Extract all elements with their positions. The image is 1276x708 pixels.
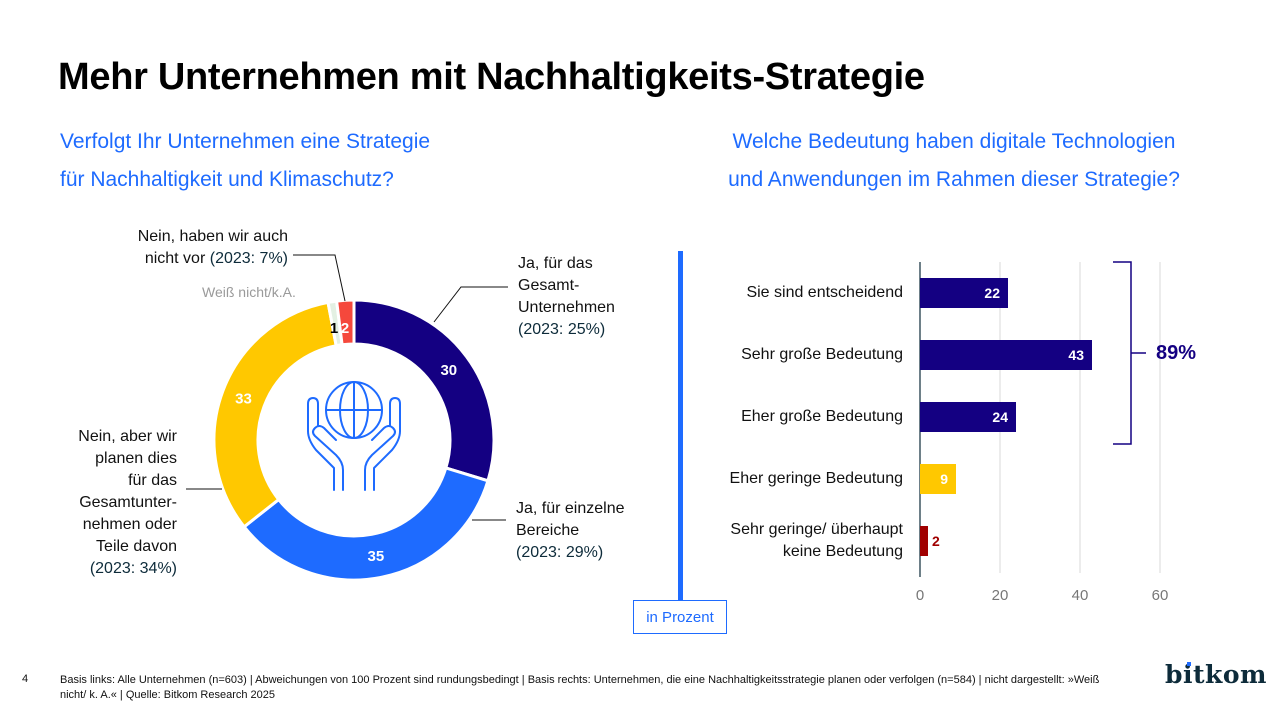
x-tick-label: 60 [1152, 587, 1169, 604]
donut-value-labels: 30 35 33 1 2 [235, 320, 457, 565]
bar [920, 464, 956, 494]
label-line: Teile davon [96, 538, 177, 555]
label-text: nicht vor [144, 250, 206, 267]
donut-value-label: 35 [368, 548, 385, 565]
donut-value-label: 2 [341, 320, 349, 337]
bar [920, 526, 928, 556]
x-tick-label: 20 [992, 587, 1009, 604]
bar-ticks: 0 20 40 60 [916, 587, 1169, 604]
bitkom-logo: bitkom [1165, 660, 1267, 689]
bar-category-label: Sehr geringe/ überhaupt keine Bedeutung [730, 519, 903, 563]
label-line: Bereiche [516, 522, 580, 539]
bar [920, 278, 1008, 308]
right-question-line: Welche Bedeutung haben digitale Technolo… [732, 130, 1176, 153]
bar-marks: 22 43 24 9 2 [920, 278, 1092, 556]
logo-dot [1187, 662, 1191, 666]
page-title: Mehr Unternehmen mit Nachhaltigkeits-Str… [58, 56, 925, 98]
label-prev-year: (2023: 34%) [89, 560, 177, 577]
label-line: Gesamt- [518, 277, 580, 294]
label-line: nehmen oder [82, 516, 177, 533]
page-number: 4 [22, 673, 29, 685]
label-weiss-nicht: Weiß nicht/k.A. [202, 284, 296, 300]
right-question-line: und Anwendungen im Rahmen dieser Strateg… [728, 168, 1180, 191]
category-line: Sehr große Bedeutung [741, 346, 903, 363]
donut-slice [352, 298, 496, 483]
label-line: Ja, für einzelne [516, 500, 625, 517]
donut-slice [242, 466, 490, 582]
category-line: Eher große Bedeutung [741, 408, 903, 425]
donut-value-label: 30 [440, 362, 457, 379]
left-question-line: Verfolgt Ihr Unternehmen eine Strategie [60, 130, 431, 153]
x-tick-label: 40 [1072, 587, 1089, 604]
bar-value-label: 43 [1068, 347, 1084, 363]
label-line: Ja, für das [518, 255, 593, 272]
x-tick-label: 0 [916, 587, 924, 604]
leader-line-nein-nicht [293, 254, 346, 302]
label-prev-year: (2023: 7%) [209, 250, 288, 267]
right-question: Welche Bedeutung haben digitale Technolo… [698, 123, 1210, 199]
label-prev-year: (2023: 25%) [518, 321, 606, 338]
logo-text: bitkom [1165, 660, 1267, 689]
bar-value-label: 2 [932, 533, 940, 549]
label-line: Nein, haben wir auch [137, 228, 288, 245]
label-line: nicht vor (2023: 7%) [138, 248, 288, 270]
bar-value-label: 24 [992, 409, 1008, 425]
category-line: Sie sind entscheidend [746, 284, 903, 301]
bar [920, 340, 1092, 370]
label-line: Nein, aber wir [78, 428, 177, 445]
label-ja-einzelne: Ja, für einzelne Bereiche (2023: 29%) [516, 498, 625, 564]
bar-category-label: Sie sind entscheidend [746, 282, 903, 304]
donut-slice [334, 298, 356, 347]
left-question-line: für Nachhaltigkeit und Klimaschutz? [60, 168, 394, 191]
label-line: Unternehmen [518, 299, 615, 316]
bar-category-label: Eher geringe Bedeutung [730, 468, 903, 490]
category-line: keine Bedeutung [782, 543, 903, 560]
unit-label: in Prozent [633, 600, 727, 634]
bar-value-label: 22 [984, 285, 1000, 301]
summary-value: 89% [1156, 342, 1196, 364]
bar-grid [919, 262, 1161, 577]
section-divider [678, 251, 683, 600]
summary-bracket: 89% [1113, 261, 1196, 445]
donut-value-label: 33 [235, 391, 252, 408]
donut-slice [212, 300, 338, 529]
bracket-line [1113, 261, 1132, 445]
leader-line-ja-gesamt [433, 286, 508, 323]
label-line: Gesamtunter- [79, 494, 177, 511]
category-line: Sehr geringe/ überhaupt [730, 521, 903, 538]
donut-value-label: 1 [330, 320, 338, 337]
bar [920, 402, 1016, 432]
donut-slices [212, 298, 496, 582]
donut-chart: 30 35 33 1 2 [186, 254, 508, 582]
label-nein-nicht-vor: Nein, haben wir auch nicht vor (2023: 7%… [138, 226, 288, 270]
left-question: Verfolgt Ihr Unternehmen eine Strategie … [60, 123, 430, 199]
bar-category-label: Eher große Bedeutung [741, 406, 903, 428]
category-line: Eher geringe Bedeutung [729, 470, 903, 487]
label-line: planen dies [95, 450, 177, 467]
bar-category-label: Sehr große Bedeutung [741, 344, 903, 366]
bar-value-label: 9 [940, 471, 948, 487]
hands-holding-globe-icon [307, 381, 401, 491]
footer-note: Basis links: Alle Unternehmen (n=603) | … [60, 674, 1100, 701]
label-line: für das [128, 472, 177, 489]
label-prev-year: (2023: 29%) [516, 544, 604, 561]
label-nein-aber: Nein, aber wir planen dies für das Gesam… [78, 426, 177, 580]
label-ja-gesamt: Ja, für das Gesamt- Unternehmen (2023: 2… [518, 253, 615, 341]
